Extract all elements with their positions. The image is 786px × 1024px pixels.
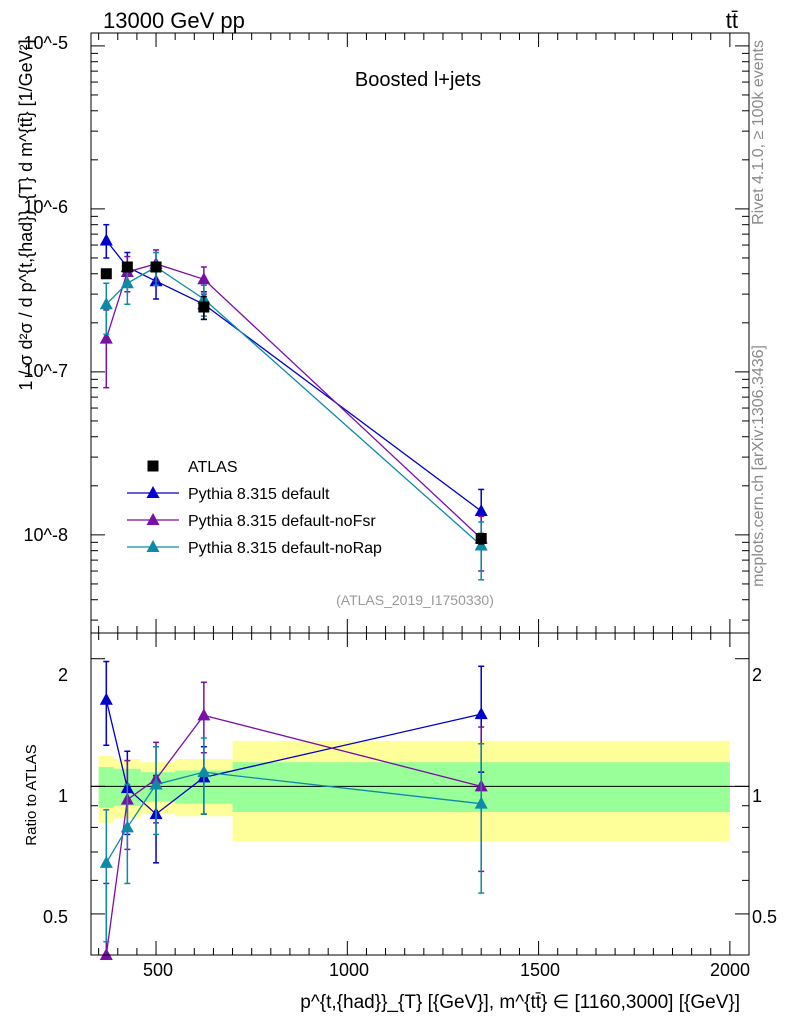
ratio-data-point — [197, 765, 211, 778]
main-y-tick-label: 10^-5 — [24, 33, 68, 53]
main-y-tick-labels: 10^-8 10^-7 10^-6 10^-5 — [24, 33, 68, 545]
rivet-version-label: Rivet 4.1.0, ≥ 100k events — [750, 40, 767, 225]
ratio-series-pythia-8-315-default-norap — [99, 737, 488, 943]
main-y-axis-label: 1 / σ d²σ / d p^{t,{had}}_{T} d m^{tt̄} … — [16, 39, 37, 390]
data-point — [474, 504, 488, 517]
series-atlas — [100, 261, 487, 545]
band-1sigma — [98, 767, 114, 808]
legend-marker-square — [147, 460, 159, 472]
ratio-data-point — [99, 948, 113, 960]
ratio-y-tick-label-left: 0.5 — [43, 907, 68, 927]
mcplots-source-label: mcplots.cern.ch [arXiv:1306.3436] — [750, 345, 767, 587]
ratio-data-point — [99, 855, 113, 868]
series-line — [105, 266, 482, 547]
ratio-y-tick-label-left: 1 — [58, 786, 68, 806]
x-tick-label: 500 — [143, 960, 173, 980]
main-series-group — [99, 223, 488, 581]
main-y-tick-label: 10^-6 — [24, 197, 68, 217]
series-pythia-8-315-default-norap — [99, 251, 488, 581]
ratio-y-tick-labels: 0.5 1 2 0.5 1 2 — [43, 665, 777, 927]
ratio-y-tick-label-left: 2 — [58, 665, 68, 685]
x-tick-label: 1500 — [520, 960, 560, 980]
ratio-plot-panel: 0.5 1 2 0.5 1 2 500 1000 1500 2000 Ratio… — [23, 633, 777, 1013]
ratio-data-point — [197, 708, 211, 721]
x-tick-labels: 500 1000 1500 2000 — [143, 960, 750, 980]
data-point — [121, 261, 133, 273]
ratio-data-point — [149, 777, 163, 790]
ratio-y-tick-label-right: 2 — [752, 665, 762, 685]
data-point — [99, 297, 113, 310]
ratio-y-tick-label-right: 0.5 — [752, 907, 777, 927]
analysis-watermark: (ATLAS_2019_I1750330) — [336, 592, 494, 608]
ratio-y-axis-label: Ratio to ATLAS — [23, 744, 40, 845]
data-point — [197, 272, 211, 285]
legend-label-atlas: ATLAS — [188, 459, 238, 476]
data-point — [99, 233, 113, 246]
data-point — [100, 268, 112, 280]
legend-label-default: Pythia 8.315 default — [188, 486, 330, 503]
legend-marker-triangle — [146, 513, 160, 525]
main-y-tick-label: 10^-8 — [24, 525, 68, 545]
ratio-series-group — [99, 660, 488, 960]
ratio-data-point — [120, 820, 134, 833]
header-process-label: tt̄ — [726, 8, 738, 33]
legend-label-nofsr: Pythia 8.315 default-noFsr — [188, 513, 376, 530]
main-plot-panel: Boosted l+jets (ATLAS_2019_I1750330) 10^… — [16, 33, 750, 633]
ratio-data-point — [474, 796, 488, 809]
x-tick-label: 1000 — [329, 960, 369, 980]
ratio-axis-ticks — [91, 633, 750, 956]
x-tick-label: 2000 — [710, 960, 750, 980]
data-point — [198, 301, 210, 313]
data-point — [475, 533, 487, 545]
ratio-uncertainty-bands — [91, 740, 749, 842]
header-energy-label: 13000 GeV pp — [103, 8, 245, 33]
ratio-y-tick-label-right: 1 — [752, 786, 762, 806]
data-point — [150, 261, 162, 273]
plot-title: Boosted l+jets — [355, 69, 481, 91]
main-y-tick-label: 10^-7 — [24, 361, 68, 381]
legend-marker-triangle — [146, 486, 160, 498]
legend-label-norap: Pythia 8.315 default-noRap — [188, 540, 382, 557]
legend-marker-triangle — [146, 540, 160, 552]
legend: ATLAS Pythia 8.315 default Pythia 8.315 … — [127, 459, 382, 557]
ratio-data-point — [474, 707, 488, 720]
main-axis-ticks — [91, 33, 750, 633]
data-point — [120, 276, 134, 289]
ratio-data-point — [99, 692, 113, 705]
x-axis-label: p^{t,{had}}_{T} [{GeV}], m^{tt̄} ∈ [1160… — [300, 992, 740, 1013]
data-point — [99, 331, 113, 344]
ratio-plot-frame — [90, 632, 750, 956]
series-line — [105, 240, 482, 512]
